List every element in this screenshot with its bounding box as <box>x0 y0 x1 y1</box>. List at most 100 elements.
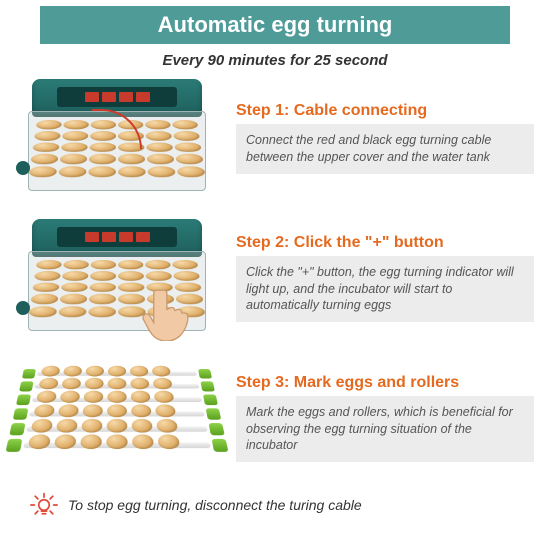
step-image <box>12 77 222 199</box>
egg <box>63 120 89 129</box>
egg <box>108 378 127 389</box>
step-body: Click the "+" button, the egg turning in… <box>236 256 534 323</box>
egg <box>62 271 88 281</box>
step-row: Step 3: Mark eggs and rollers Mark the e… <box>12 357 534 479</box>
egg <box>80 434 102 449</box>
step-body: Connect the red and black egg turning ca… <box>236 124 534 174</box>
egg <box>174 142 202 152</box>
egg-grid <box>28 260 205 317</box>
step-title: Step 2: Click the "+" button <box>236 234 534 252</box>
egg <box>32 282 60 292</box>
egg <box>60 391 80 403</box>
egg <box>176 154 204 164</box>
egg <box>90 131 116 141</box>
tray-row <box>6 438 229 452</box>
egg <box>88 306 116 317</box>
egg <box>147 294 175 304</box>
egg <box>89 294 116 304</box>
step-row: Step 2: Click the "+" button Click the "… <box>12 217 534 339</box>
egg <box>90 271 116 281</box>
egg <box>82 404 102 417</box>
page-title: Automatic egg turning <box>158 12 393 37</box>
egg <box>147 166 175 177</box>
egg <box>118 154 145 164</box>
egg <box>177 166 206 177</box>
egg <box>60 154 88 164</box>
egg <box>41 366 61 377</box>
egg <box>61 142 88 152</box>
egg <box>132 419 153 433</box>
egg <box>108 366 126 377</box>
step-row: Step 1: Cable connecting Connect the red… <box>12 77 534 199</box>
egg <box>56 419 78 433</box>
step-title: Step 3: Mark eggs and rollers <box>236 374 534 392</box>
egg <box>153 378 173 389</box>
egg <box>145 260 171 269</box>
egg <box>28 166 57 177</box>
egg <box>28 306 57 317</box>
egg <box>118 294 145 304</box>
egg <box>145 120 171 129</box>
egg <box>107 391 126 403</box>
egg <box>172 120 198 129</box>
step-body: Mark the eggs and rollers, which is bene… <box>236 396 534 463</box>
egg <box>131 404 151 417</box>
egg <box>130 366 149 377</box>
egg <box>154 391 174 403</box>
incubator-illustration <box>22 219 212 337</box>
egg <box>32 142 60 152</box>
egg <box>118 306 146 317</box>
egg <box>146 282 173 292</box>
egg <box>130 378 149 389</box>
step-image <box>12 217 222 339</box>
egg <box>84 378 103 389</box>
egg <box>30 154 58 164</box>
egg <box>91 120 116 129</box>
egg <box>89 154 116 164</box>
egg <box>118 142 145 152</box>
egg <box>89 142 116 152</box>
egg <box>60 294 88 304</box>
egg <box>118 166 146 177</box>
egg <box>118 271 144 281</box>
footer-tip: To stop egg turning, disconnect the turi… <box>0 491 550 525</box>
page-title-band: Automatic egg turning <box>40 6 510 44</box>
egg <box>118 131 144 141</box>
egg <box>107 419 128 433</box>
egg <box>38 378 58 389</box>
egg <box>31 419 54 433</box>
egg <box>85 366 104 377</box>
egg <box>63 260 89 269</box>
egg <box>155 404 176 417</box>
egg <box>91 260 116 269</box>
egg <box>106 434 127 449</box>
step-title: Step 1: Cable connecting <box>236 102 534 120</box>
egg <box>146 271 172 281</box>
egg <box>62 131 88 141</box>
egg <box>146 131 172 141</box>
egg <box>131 391 151 403</box>
egg <box>173 131 200 141</box>
egg <box>173 271 200 281</box>
egg <box>152 366 171 377</box>
egg <box>33 404 55 417</box>
egg <box>61 282 88 292</box>
egg <box>89 282 116 292</box>
egg <box>147 154 175 164</box>
egg <box>172 260 198 269</box>
egg <box>30 294 58 304</box>
egg <box>146 142 173 152</box>
egg <box>156 419 178 433</box>
egg <box>34 271 61 281</box>
egg <box>81 419 102 433</box>
egg <box>34 131 61 141</box>
egg <box>118 260 143 269</box>
tray-rows <box>6 369 229 452</box>
egg <box>83 391 103 403</box>
egg <box>36 120 62 129</box>
egg-grid <box>28 120 205 177</box>
lightbulb-tip-icon <box>30 491 58 519</box>
page-subtitle: Every 90 minutes for 25 second <box>0 52 550 69</box>
egg <box>118 282 145 292</box>
egg <box>28 434 51 449</box>
